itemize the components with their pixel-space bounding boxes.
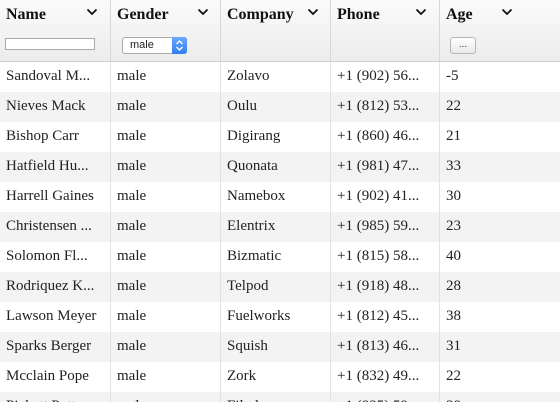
column-title-age: Age xyxy=(446,6,473,23)
cell-company: Fuelworks xyxy=(221,302,331,332)
cell-gender: male xyxy=(111,392,221,402)
cell-age: 22 xyxy=(446,368,461,384)
chevron-down-icon[interactable] xyxy=(415,8,429,18)
cell-name: Mcclain Pope xyxy=(0,362,111,392)
chevron-down-icon[interactable] xyxy=(86,8,100,18)
cell-phone: +1 (812) 53... xyxy=(331,92,440,122)
table-row[interactable]: Nieves Mack male Oulu +1 (812) 53... 22 xyxy=(0,92,560,122)
table-row[interactable]: Harrell Gaines male Namebox +1 (902) 41... 3… xyxy=(0,182,560,212)
cell-name: Harrell Gaines xyxy=(0,182,111,212)
cell-company: Zolavo xyxy=(221,62,331,92)
name-filter-input[interactable] xyxy=(5,38,95,50)
cell-age: 22 xyxy=(446,98,461,114)
cell-age: 21 xyxy=(446,128,461,144)
cell-gender: male xyxy=(111,122,221,152)
cell-name: Hatfield Hu... xyxy=(0,152,111,182)
grid-header: Name Gender male Company xyxy=(0,0,560,62)
cell-gender: male xyxy=(111,212,221,242)
column-title-name: Name xyxy=(6,6,46,23)
table-row[interactable]: Mcclain Pope male Zork +1 (832) 49... 22 xyxy=(0,362,560,392)
column-header-age[interactable]: Age ... xyxy=(440,0,560,61)
cell-gender: male xyxy=(111,242,221,272)
column-header-phone[interactable]: Phone xyxy=(331,0,440,61)
cell-phone: +1 (981) 47... xyxy=(331,152,440,182)
cell-phone: +1 (815) 58... xyxy=(331,242,440,272)
cell-name: Christensen ... xyxy=(0,212,111,242)
cell-phone: +1 (812) 45... xyxy=(331,302,440,332)
cell-age: 38 xyxy=(446,308,461,324)
table-row[interactable]: Hatfield Hu... male Quonata +1 (981) 47... 3… xyxy=(0,152,560,182)
cell-age: 30 xyxy=(446,188,461,204)
cell-company: Bizmatic xyxy=(221,242,331,272)
cell-age: 28 xyxy=(446,278,461,294)
cell-age: 23 xyxy=(446,218,461,234)
cell-phone: +1 (860) 46... xyxy=(331,122,440,152)
cell-name: Sparks Berger xyxy=(0,332,111,362)
cell-company: Quonata xyxy=(221,152,331,182)
cell-company: Filodyne xyxy=(221,392,331,402)
chevron-down-icon[interactable] xyxy=(307,8,321,18)
table-row[interactable]: Rodriquez K... male Telpod +1 (918) 48... 28 xyxy=(0,272,560,302)
table-row[interactable]: Bishop Carr male Digirang +1 (860) 46... 21 xyxy=(0,122,560,152)
cell-age: 38 xyxy=(440,392,560,402)
grid-body: Sandoval M... male Zolavo +1 (902) 56... -5 N… xyxy=(0,62,560,402)
select-arrows-icon xyxy=(172,37,187,54)
column-header-name[interactable]: Name xyxy=(0,0,111,61)
age-filter-button[interactable]: ... xyxy=(450,37,476,54)
cell-name: Pickett Potts xyxy=(0,392,111,402)
cell-gender: male xyxy=(111,182,221,212)
cell-gender: male xyxy=(111,362,221,392)
cell-phone: +1 (813) 46... xyxy=(331,332,440,362)
table-row[interactable]: Pickett PottsmaleFilodyne+1 (835) 59...3… xyxy=(0,392,560,402)
cell-gender: male xyxy=(111,332,221,362)
cell-phone: +1 (918) 48... xyxy=(331,272,440,302)
table-row[interactable]: Lawson Meyer male Fuelworks +1 (812) 45... 3… xyxy=(0,302,560,332)
cell-name: Bishop Carr xyxy=(0,122,111,152)
cell-age: -5 xyxy=(446,68,459,84)
cell-name: Sandoval M... xyxy=(0,62,111,92)
cell-name: Nieves Mack xyxy=(0,92,111,122)
cell-company: Telpod xyxy=(221,272,331,302)
cell-company: Digirang xyxy=(221,122,331,152)
column-title-company: Company xyxy=(227,6,294,23)
column-header-company[interactable]: Company xyxy=(221,0,331,61)
column-title-gender: Gender xyxy=(117,6,169,23)
cell-age: 33 xyxy=(446,158,461,174)
cell-phone: +1 (835) 59... xyxy=(331,392,440,402)
cell-company: Namebox xyxy=(221,182,331,212)
table-row[interactable]: Sandoval M... male Zolavo +1 (902) 56... -5 xyxy=(0,62,560,92)
table-row[interactable]: Sparks Berger male Squish +1 (813) 46... 31 xyxy=(0,332,560,362)
cell-company: Zork xyxy=(221,362,331,392)
cell-name: Lawson Meyer xyxy=(0,302,111,332)
cell-age: 31 xyxy=(446,338,461,354)
cell-company: Elentrix xyxy=(221,212,331,242)
cell-phone: +1 (902) 56... xyxy=(331,62,440,92)
gender-filter-select[interactable]: male xyxy=(122,37,187,54)
cell-name: Rodriquez K... xyxy=(0,272,111,302)
cell-gender: male xyxy=(111,92,221,122)
cell-name: Solomon Fl... xyxy=(0,242,111,272)
cell-gender: male xyxy=(111,272,221,302)
cell-phone: +1 (985) 59... xyxy=(331,212,440,242)
cell-phone: +1 (832) 49... xyxy=(331,362,440,392)
cell-phone: +1 (902) 41... xyxy=(331,182,440,212)
column-header-gender[interactable]: Gender male xyxy=(111,0,221,61)
cell-age: 40 xyxy=(446,248,461,264)
table-row[interactable]: Solomon Fl... male Bizmatic +1 (815) 58... 4… xyxy=(0,242,560,272)
gender-filter-value: male xyxy=(130,39,154,51)
cell-gender: male xyxy=(111,62,221,92)
chevron-down-icon[interactable] xyxy=(197,8,211,18)
cell-gender: male xyxy=(111,302,221,332)
cell-company: Oulu xyxy=(221,92,331,122)
column-title-phone: Phone xyxy=(337,6,380,23)
cell-company: Squish xyxy=(221,332,331,362)
cell-gender: male xyxy=(111,152,221,182)
chevron-down-icon[interactable] xyxy=(501,8,515,18)
table-row[interactable]: Christensen ... male Elentrix +1 (985) 59..… xyxy=(0,212,560,242)
